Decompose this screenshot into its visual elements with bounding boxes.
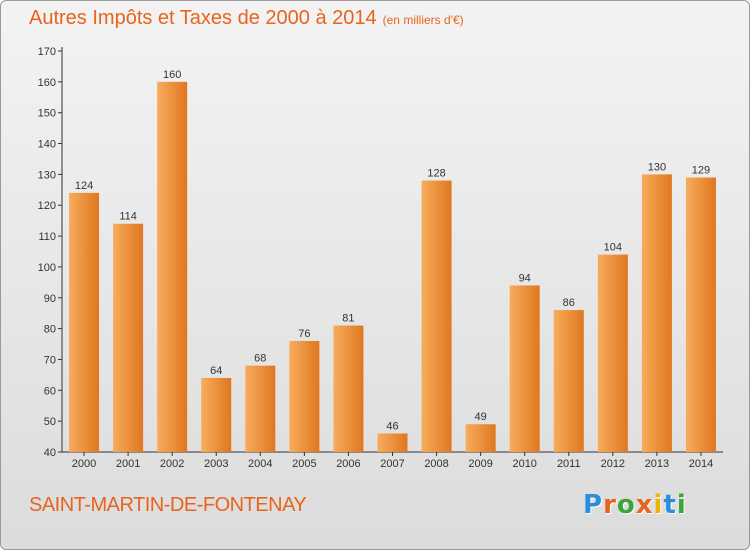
y-tick-label: 90 [44,293,56,305]
data-label-2008: 128 [427,168,445,180]
data-label-2011: 86 [563,297,575,309]
x-tick-label: 2003 [204,458,228,470]
logo-letter: P [583,490,604,520]
logo-letter: i [676,490,687,520]
x-tick-label: 2001 [116,458,140,470]
data-labels: 124 114 160 64 68 76 81 46 128 49 94 86 104 130 129 [75,69,710,433]
data-label-2004: 68 [254,353,266,365]
y-tick-label: 120 [38,200,56,212]
bar-2012[interactable] [597,254,628,452]
bar-2000[interactable] [69,192,100,452]
chart-title: Autres Impôts et Taxes de 2000 à 2014 [29,7,377,29]
x-tick-label: 2011 [557,458,581,470]
y-tick-label: 150 [38,108,56,120]
y-tick-label: 110 [38,231,56,243]
x-tick-label: 2008 [424,458,448,470]
data-label-2000: 124 [75,180,93,192]
logo-letter: o [616,490,636,520]
y-axis: 40 50 60 70 80 90 100 110 120 130 140 150 160 170 [38,46,63,459]
y-tick-label: 170 [38,46,56,58]
data-label-2014: 129 [692,164,710,176]
x-tick-label: 2004 [248,458,272,470]
y-tick-label: 50 [44,416,56,428]
data-label-2009: 49 [475,411,487,423]
bar-2004[interactable] [245,365,276,452]
data-label-2001: 114 [119,211,137,223]
bar-2003[interactable] [201,377,232,452]
logo-letter: i [653,490,664,520]
data-label-2012: 104 [604,242,622,254]
x-tick-label: 2014 [689,458,713,470]
x-tick-label: 2002 [160,458,184,470]
data-label-2002: 160 [163,69,181,81]
chart-unit: (en milliers d'€) [382,13,464,27]
bar-2014[interactable] [685,177,716,452]
logo-letter: x [635,490,654,520]
bars [69,81,716,453]
x-tick-label: 2000 [72,458,96,470]
y-tick-label: 160 [38,77,56,89]
bar-2008[interactable] [421,180,452,453]
bar-2007[interactable] [377,433,408,452]
data-label-2010: 94 [519,272,531,284]
x-tick-label: 2009 [468,458,492,470]
x-axis: 2000 2001 2002 2003 2004 2005 2006 2007 2008 2009… [62,451,723,470]
bar-2002[interactable] [157,81,188,452]
y-tick-label: 80 [44,324,56,336]
bar-2001[interactable] [113,223,144,452]
y-tick-label: 130 [38,169,56,181]
logo-letter: t [663,490,677,520]
x-tick-label: 2013 [645,458,669,470]
data-label-2013: 130 [648,161,666,173]
x-tick-label: 2012 [601,458,625,470]
x-tick-label: 2005 [292,458,316,470]
data-label-2007: 46 [386,420,398,432]
bar-2006[interactable] [333,325,364,452]
bar-2010[interactable] [509,285,540,452]
y-tick-label: 100 [38,262,56,274]
y-tick-label: 140 [38,139,56,151]
x-tick-label: 2006 [336,458,360,470]
y-tick-label: 60 [44,385,56,397]
bar-2009[interactable] [465,424,496,452]
bar-2011[interactable] [553,310,584,452]
data-label-2003: 64 [210,365,222,377]
commune-name: SAINT-MARTIN-DE-FONTENAY [29,494,307,516]
x-tick-label: 2007 [380,458,404,470]
chart-title-block: Autres Impôts et Taxes de 2000 à 2014 (en… [29,7,464,30]
data-label-2005: 76 [298,328,310,340]
x-tick-label: 2010 [512,458,536,470]
y-tick-label: 40 [44,447,56,459]
proxiti-logo[interactable]: Proxiti [583,490,687,520]
bar-2005[interactable] [289,340,320,452]
y-tick-label: 70 [44,354,56,366]
data-label-2006: 81 [342,313,354,325]
logo-letter: r [603,490,617,520]
bar-2013[interactable] [641,174,672,452]
